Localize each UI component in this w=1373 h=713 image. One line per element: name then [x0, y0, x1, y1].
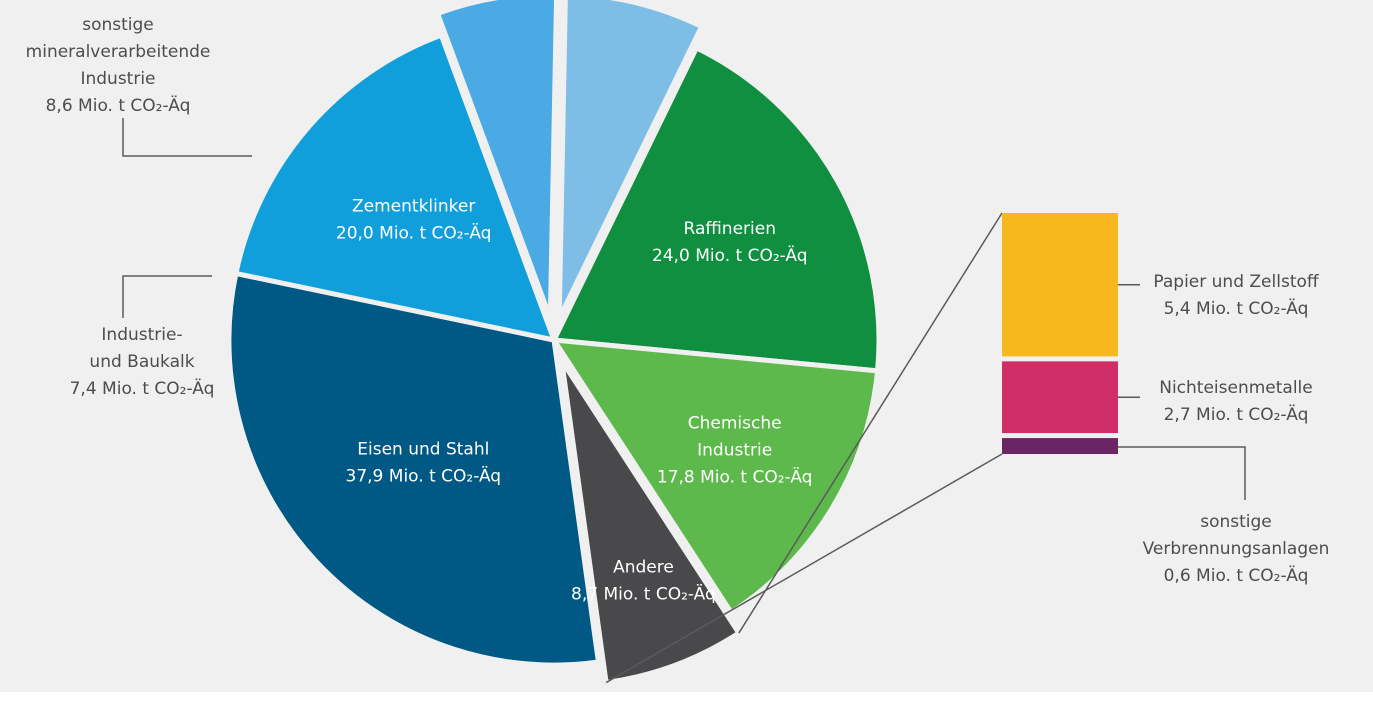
- slice-chemische-industrie: [551, 337, 881, 615]
- slice-label-line: 37,9 Mio. t CO₂-Äq: [346, 465, 502, 486]
- breakdown-label-line: Nichteisenmetalle: [1159, 378, 1313, 398]
- slice-label-line: 7,4 Mio. t CO₂-Äq: [70, 378, 215, 399]
- leader-line-sonstige-verbrennungsanlagen: [1118, 446, 1246, 500]
- slice-raffinerien: [551, 45, 882, 374]
- slice-eisen-und-stahl: [226, 270, 601, 668]
- slice-andere: [559, 358, 742, 686]
- breakdown-connectors: [605, 212, 1003, 684]
- breakdown-bar-papier-und-zellstoff: [1002, 213, 1118, 357]
- breakdown-label-line: 5,4 Mio. t CO₂-Äq: [1164, 298, 1309, 319]
- leader-line-industrie-und-baukalk: [122, 275, 212, 318]
- slice-label-line: Industrie: [697, 440, 772, 460]
- slice-industrie-und-baukalk: [435, 0, 560, 321]
- slice-label-line: Zementklinker: [352, 197, 475, 217]
- slice-label-sonstige-mineralverarbeitende-industrie: sonstige mineralverarbeitende Industrie 8,6…: [26, 15, 211, 116]
- slice-label-line: mineralverarbeitende: [26, 42, 211, 62]
- slice-label-chemische-industrie: Chemische Industrie 17,8 Mio. t CO₂-Äq: [657, 413, 813, 487]
- connector-line-bottom: [605, 453, 1003, 684]
- slice-sonstige-mineralverarbeitende-industrie: [556, 0, 705, 322]
- slice-label-line: Andere: [613, 557, 674, 577]
- breakdown-label-nichteisenmetalle: Nichteisenmetalle 2,7 Mio. t CO₂-Äq: [1159, 378, 1313, 425]
- slice-label-line: Eisen und Stahl: [357, 439, 489, 459]
- slice-label-line: Raffinerien: [684, 219, 776, 239]
- breakdown-label-papier-und-zellstoff: Papier und Zellstoff 5,4 Mio. t CO₂-Äq: [1153, 272, 1319, 319]
- breakdown-label-sonstige-verbrennungsanlagen: sonstige Verbrennungsanlagen 0,6 Mio. t CO…: [1143, 512, 1330, 586]
- slice-label-line: 24,0 Mio. t CO₂-Äq: [652, 245, 808, 266]
- breakdown-bar-sonstige-verbrennungsanlagen: [1002, 438, 1118, 454]
- slice-label-line: sonstige: [82, 15, 154, 35]
- slice-label-andere: Andere 8,7 Mio. t CO₂-Äq: [571, 557, 716, 604]
- leader-line-sonstige-mineralverarbeitende-industrie: [122, 118, 252, 157]
- breakdown-label-line: Verbrennungsanlagen: [1143, 539, 1330, 559]
- breakdown-bars: [1002, 213, 1118, 454]
- breakdown-label-line: Papier und Zellstoff: [1153, 272, 1319, 292]
- breakdown-bar-nichteisenmetalle: [1002, 361, 1118, 434]
- pie-slices: [226, 0, 882, 686]
- connector-line-top: [738, 212, 1003, 634]
- slice-label-line: und Baukalk: [89, 352, 194, 372]
- leader-lines: [122, 118, 1246, 500]
- slice-zementklinker: [233, 32, 557, 343]
- breakdown-label-line: sonstige: [1200, 512, 1272, 532]
- slice-label-zementklinker: Zementklinker 20,0 Mio. t CO₂-Äq: [336, 197, 492, 244]
- slice-label-line: 8,7 Mio. t CO₂-Äq: [571, 583, 716, 604]
- breakdown-label-line: 2,7 Mio. t CO₂-Äq: [1164, 404, 1309, 425]
- slice-label-line: 17,8 Mio. t CO₂-Äq: [657, 466, 813, 487]
- slice-label-line: 20,0 Mio. t CO₂-Äq: [336, 223, 492, 244]
- breakdown-label-line: 0,6 Mio. t CO₂-Äq: [1164, 565, 1309, 586]
- slice-label-eisen-und-stahl: Eisen und Stahl 37,9 Mio. t CO₂-Äq: [346, 439, 502, 486]
- slice-label-raffinerien: Raffinerien 24,0 Mio. t CO₂-Äq: [652, 219, 808, 266]
- slice-label-industrie-und-baukalk: Industrie-und Baukalk 7,4 Mio. t CO₂-Äq: [70, 325, 215, 399]
- slice-label-line: Industrie-: [101, 325, 182, 345]
- slice-label-line: Industrie: [80, 69, 155, 89]
- slice-label-line: 8,6 Mio. t CO₂-Äq: [46, 95, 191, 116]
- chart-labels: Raffinerien 24,0 Mio. t CO₂-Äq Chemische In…: [26, 15, 1330, 604]
- slice-label-line: Chemische: [688, 413, 782, 433]
